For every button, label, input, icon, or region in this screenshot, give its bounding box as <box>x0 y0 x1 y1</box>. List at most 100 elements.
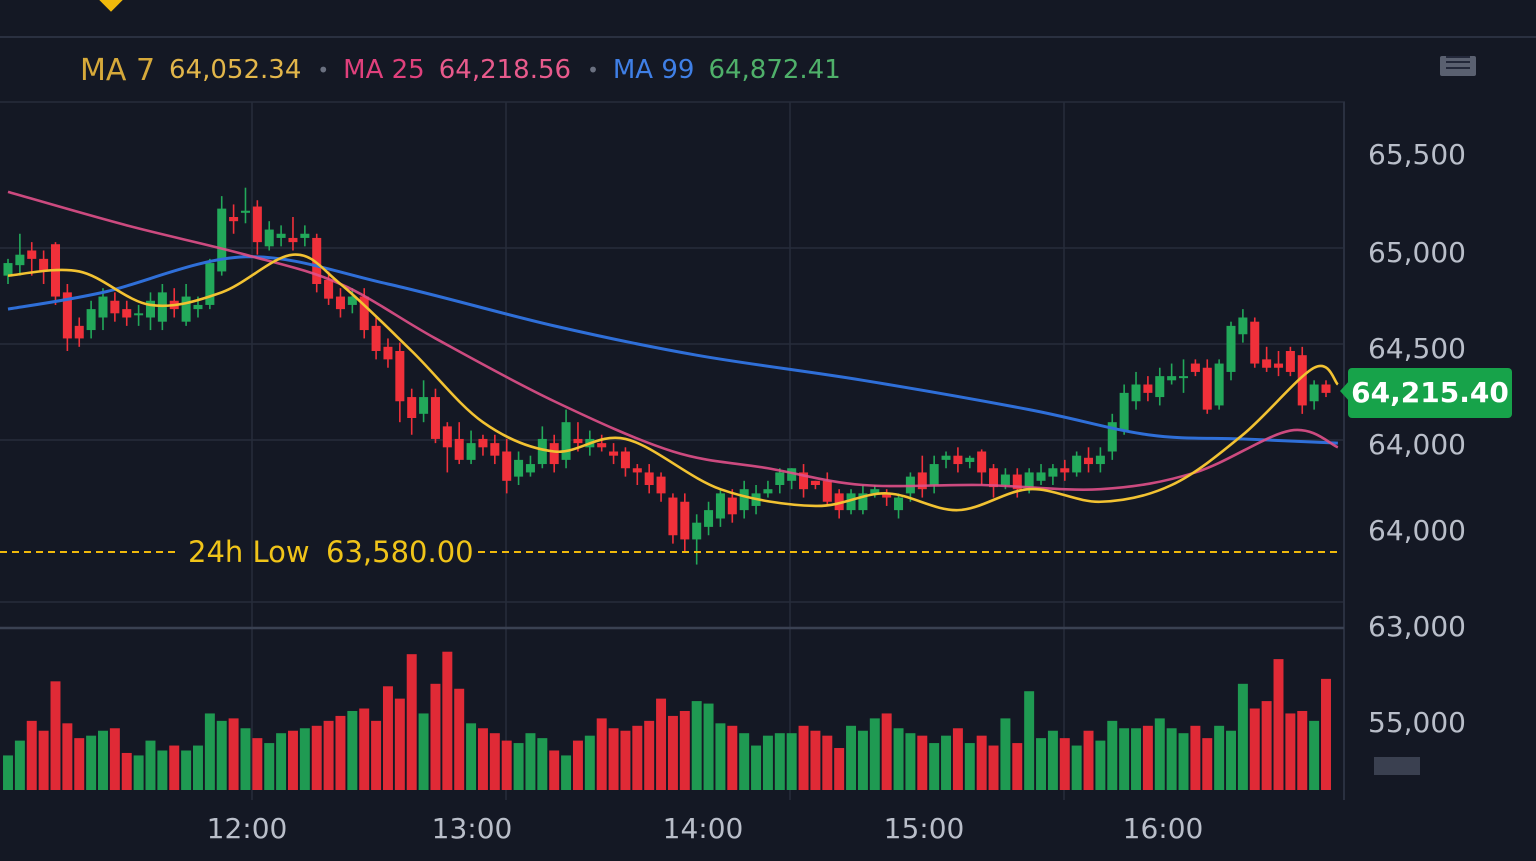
candles <box>3 187 1331 565</box>
candle-body <box>371 325 381 351</box>
volume-bar <box>50 681 61 790</box>
volume-bar <box>715 723 726 790</box>
candle-body <box>1095 455 1105 465</box>
candle-body <box>454 438 464 460</box>
candle-body <box>632 468 642 473</box>
candle-body <box>561 422 571 460</box>
volume-bar <box>1285 713 1296 790</box>
volume-bar <box>264 743 275 790</box>
volume-bar <box>454 688 465 790</box>
volume-bar <box>1083 730 1094 790</box>
candle-body <box>122 309 132 318</box>
y-tick-label: 65,000 <box>1368 236 1466 269</box>
ma7-line <box>7 253 1339 512</box>
volume-bar <box>121 752 132 790</box>
candle-body <box>1238 317 1248 335</box>
candle-body <box>1273 363 1284 368</box>
volume-bar <box>917 735 928 790</box>
volume-bar <box>501 740 512 790</box>
candle-body <box>799 472 809 490</box>
volume-bar <box>1166 728 1177 790</box>
y-tick-label: 55,000 <box>1368 706 1466 739</box>
candle-body <box>763 489 773 494</box>
candle-body <box>27 250 37 259</box>
candle-body <box>1226 325 1236 372</box>
volume-bar <box>228 718 239 790</box>
volume-bar <box>1059 738 1070 790</box>
price-tag-box <box>1348 368 1512 418</box>
volume-bar <box>86 735 97 790</box>
candle-body <box>359 296 369 331</box>
volume-bar <box>952 728 963 790</box>
volume-bar <box>988 745 999 790</box>
volume-bar <box>1012 743 1023 790</box>
candle-body <box>134 313 144 316</box>
volume-bar <box>489 733 500 790</box>
volume-bar <box>905 733 916 790</box>
volume-bar <box>525 733 536 790</box>
candle-body <box>1131 384 1141 402</box>
volume-bar <box>846 725 857 790</box>
candle-body <box>1119 392 1129 431</box>
candle-body <box>1309 384 1319 402</box>
ma99-line <box>7 255 1338 445</box>
volume-bar <box>786 733 797 790</box>
hamburger-menu-icon[interactable] <box>1440 56 1476 76</box>
candle-body <box>1167 376 1177 381</box>
low-marker-label: 24h Low <box>188 535 310 569</box>
volume-bar <box>1095 740 1106 790</box>
candle-body <box>775 472 785 485</box>
x-tick-label: 15:00 <box>884 812 965 845</box>
candle-body <box>965 457 975 462</box>
candle-body <box>1107 422 1117 452</box>
candle-body <box>929 464 939 485</box>
candle-body <box>478 438 488 448</box>
volume-bar <box>620 730 631 790</box>
volume-bar <box>762 735 773 790</box>
volume-bar <box>513 743 524 790</box>
candle-body <box>217 208 227 272</box>
volume-bar <box>727 725 738 790</box>
volume-bar <box>1261 701 1272 790</box>
x-tick-label: 14:00 <box>663 812 744 845</box>
volume-bar <box>857 730 868 790</box>
volume-bar <box>430 683 441 790</box>
volume-bar <box>359 708 370 790</box>
candle-body <box>466 443 476 460</box>
candle-body <box>597 443 607 448</box>
y-tick-label: 64,000 <box>1368 514 1466 547</box>
candle-body <box>1072 455 1082 473</box>
volume-bar <box>679 710 690 790</box>
volume-bar <box>466 723 477 790</box>
candle-body <box>656 476 666 494</box>
volume-bar <box>572 740 583 790</box>
candle-body <box>276 233 286 238</box>
y-tick-label: 63,000 <box>1368 610 1466 643</box>
volume-bar <box>537 738 548 790</box>
volume-bar <box>1202 738 1213 790</box>
volume-bar <box>3 755 13 790</box>
volume-bar <box>38 730 49 790</box>
candle-body <box>347 296 357 305</box>
legend-ma7-value: 64,052.34 <box>169 55 302 85</box>
volume-bar <box>739 733 750 790</box>
ma-legend: MA 7 64,052.34 • MA 25 64,218.56 • MA 99… <box>80 52 857 88</box>
candle-body <box>620 451 630 469</box>
candle-body <box>240 210 250 213</box>
volume-bar <box>834 748 845 790</box>
volume-bar <box>1178 733 1189 790</box>
candle-body <box>704 510 714 527</box>
candle-body <box>1012 474 1022 490</box>
candle-body <box>537 438 547 465</box>
candle-body <box>335 296 345 310</box>
volume-bar <box>964 743 975 790</box>
candle-body <box>1297 355 1307 406</box>
volume-bar <box>549 750 560 790</box>
volume-bar <box>418 713 429 790</box>
volume-bar <box>691 701 702 790</box>
candle-body <box>1143 384 1153 393</box>
volume-bar <box>145 740 156 790</box>
candle-body <box>525 464 535 473</box>
candle-body <box>252 206 262 243</box>
